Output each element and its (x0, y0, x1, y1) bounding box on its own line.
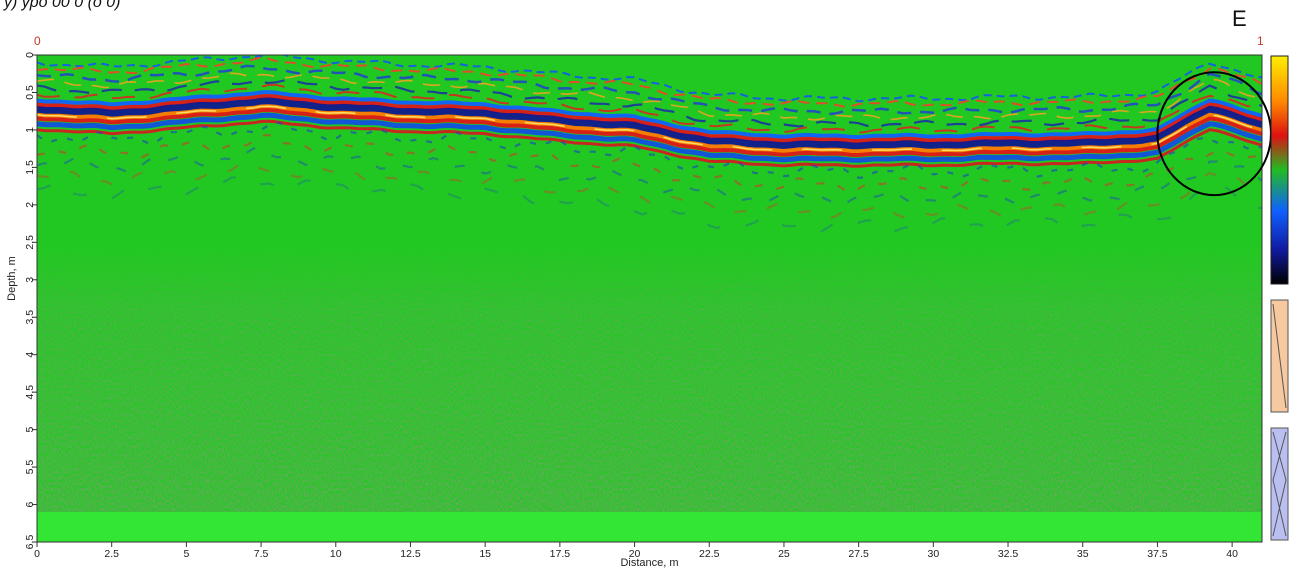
shallow-layer (37, 64, 1262, 116)
reflector-band (37, 108, 1262, 157)
reflector-band (37, 94, 1262, 145)
y-tick-label: 3 (24, 277, 36, 283)
y-tick-label: 1.5 (24, 160, 36, 175)
y-tick-label: 5.5 (24, 460, 36, 475)
reflector-band (37, 112, 1262, 163)
x-tick-label: 17.5 (550, 548, 571, 560)
x-tick-label: 22.5 (699, 548, 720, 560)
y-tick-label: 4.5 (24, 385, 36, 400)
shallow-layer (37, 72, 1262, 121)
deep-reflection (37, 121, 1262, 180)
x-tick-label: 0 (34, 548, 40, 560)
deep-reflection (37, 161, 1262, 220)
shallow-layer (37, 83, 1262, 134)
shallow-layer (37, 56, 1262, 108)
plot-frame (36, 54, 1263, 543)
filter-curve-line (1272, 431, 1287, 537)
x-tick-label: 20 (629, 548, 641, 560)
x-tick-label: 25 (778, 548, 790, 560)
x-tick-label: 12.5 (400, 548, 421, 560)
x-tick-label: 37.5 (1147, 548, 1168, 560)
x-tick-label: 27.5 (848, 548, 869, 560)
y-tick-label: 6 (24, 501, 36, 507)
filter-curve-panel (1270, 427, 1289, 541)
shallow-layer (37, 79, 1262, 128)
panel-letter: E (1232, 6, 1247, 31)
x-tick-label: 35 (1077, 548, 1089, 560)
y-axis-label: Depth, m (6, 256, 18, 301)
y-tick-label: 6.5 (24, 535, 36, 550)
x-tick-label: 7.5 (254, 548, 269, 560)
filter-curve-line (1272, 431, 1287, 537)
x-tick-label: 2.5 (104, 548, 119, 560)
x-tick-label: 32.5 (998, 548, 1019, 560)
noise-zone (37, 244, 1262, 513)
reflector-band (37, 90, 1262, 140)
trace-end-label: 1 (1257, 34, 1264, 48)
bottom-band (37, 512, 1262, 542)
deep-reflection (37, 147, 1262, 206)
y-tick-label: 2.5 (24, 235, 36, 250)
x-tick-label: 40 (1226, 548, 1238, 560)
x-tick-label: 15 (479, 548, 491, 560)
y-tick-label: 0 (24, 52, 36, 58)
y-tick-label: 1 (24, 127, 36, 133)
x-tick-label: 5 (183, 548, 189, 560)
trace-start-label: 0 (34, 34, 41, 48)
reflector-band (37, 97, 1262, 150)
y-tick-label: 4 (24, 352, 36, 358)
figure-caption: y) ypo 00 0 (o 0) (4, 0, 121, 11)
y-tick-label: 2 (24, 202, 36, 208)
reflector-band (37, 119, 1262, 168)
y-tick-label: 0.5 (24, 85, 36, 100)
x-tick-label: 30 (927, 548, 939, 560)
reflector-band (37, 104, 1262, 154)
x-tick-label: 10 (330, 548, 342, 560)
y-tick-label: 5 (24, 427, 36, 433)
color-scale-bar (1270, 55, 1289, 285)
x-axis-label: Distance, m (620, 557, 678, 569)
gain-curve-line (1272, 303, 1287, 409)
y-tick-label: 3.5 (24, 310, 36, 325)
